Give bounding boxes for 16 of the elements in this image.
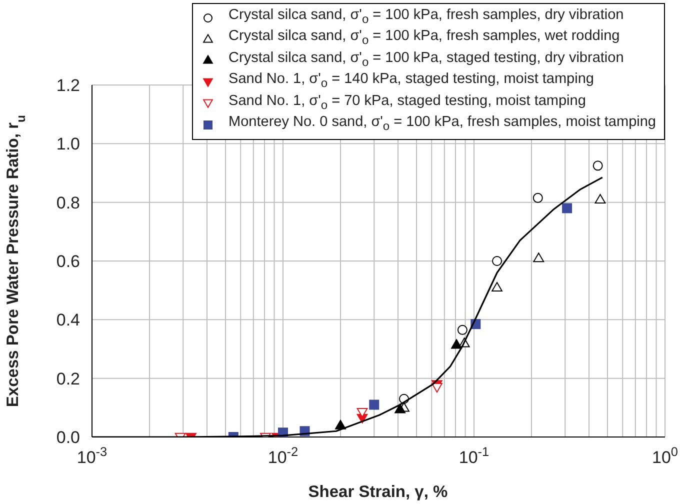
y-tick-label: 0.2 — [56, 369, 80, 388]
legend-label: Crystal silca sand, σ'$_{o}$ = 100 kPa, fresh samples, wet rodding — [228, 28, 620, 50]
legend-label: Sand No. 1, σ'$_{o}$ = 70 kPa, staged testing, moist tamping — [228, 92, 586, 114]
legend-label: Crystal silca sand, σ'$_{o}$ = 100 kPa, staged testing, dry vibration — [228, 50, 624, 71]
x-tick-label: 10$^{0}$ — [652, 444, 678, 467]
x-axis-title: Shear Strain, γ, % — [308, 483, 448, 501]
x-tick-label: 10$^{-1}$ — [458, 444, 490, 467]
y-tick-label: 1.0 — [56, 134, 80, 154]
x-tick-label: 10$^{-2}$ — [268, 444, 298, 467]
y-tick-label: 1.2 — [56, 76, 80, 95]
y-tick-label: 0.8 — [56, 193, 80, 212]
legend-label: Monterey No. 0 sand, σ'$_{o}$ = 100 kPa, fresh samples, moist tamping — [228, 114, 656, 135]
legend-label: Crystal silca sand, σ'$_{o}$ = 100 kPa, fresh samples, dry vibration — [228, 7, 624, 28]
y-tick-label: 0.6 — [56, 252, 80, 271]
legend-label: Sand No. 1, σ'$_{o}$ = 140 kPa, staged testing, moist tamping — [228, 71, 594, 92]
y-tick-label: 0.4 — [56, 310, 80, 330]
